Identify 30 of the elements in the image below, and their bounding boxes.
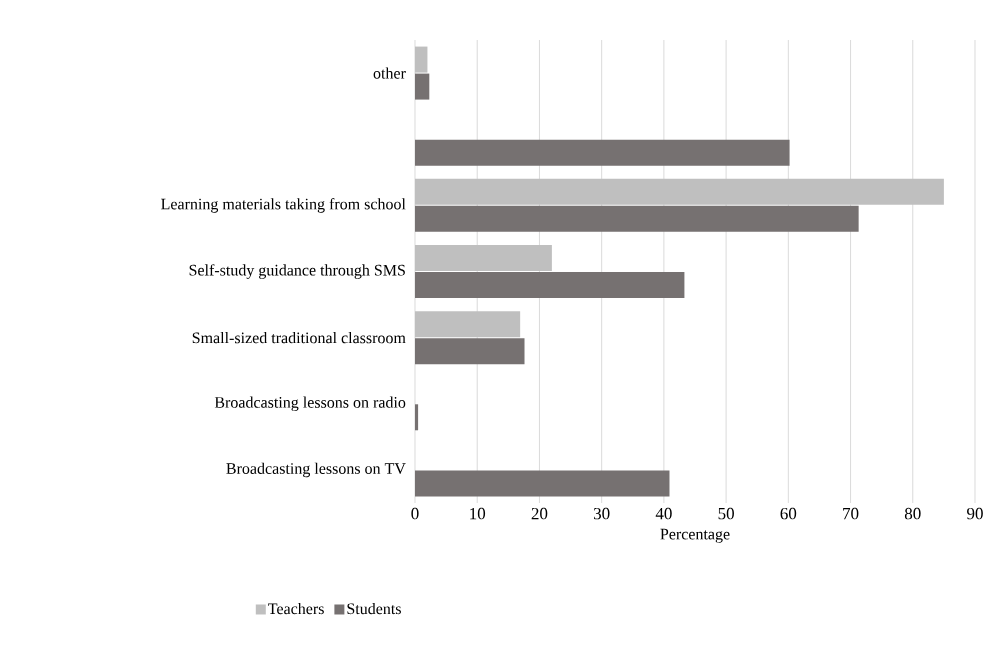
bar [415,311,521,338]
y-tick-label: Small-sized traditional classroom [192,332,406,344]
y-tick-label: Broadcasting lessons on TV [226,462,406,478]
y-tick-label: Broadcasting lessons on radio [214,396,406,412]
bar [415,470,670,497]
x-tick-label: 20 [531,507,548,520]
x-tick-label: 30 [593,507,610,520]
bar [415,139,790,166]
y-tick-label: other [373,67,406,79]
y-tick-label: Self-study guidance through SMS [189,264,405,279]
bar [415,73,430,100]
x-tick-label: 50 [718,507,734,520]
x-tick-label: 80 [904,507,921,520]
x-axis-title: Percentage [660,528,730,543]
x-tick-label: 60 [780,507,797,520]
y-tick-label: Learning materials taking from school [161,198,406,213]
x-tick-label: 70 [843,507,859,520]
bar [415,272,685,299]
bar [415,205,859,232]
x-tick-label: 40 [655,507,672,520]
bar [415,404,419,431]
bar [415,178,944,205]
legend-label: Students [347,602,401,615]
bar [415,338,525,365]
x-tick-label: 90 [967,507,983,520]
x-tick-label: 0 [411,507,419,520]
x-tick-label: 10 [470,507,486,520]
legend-label: Teachers [268,602,324,615]
bar [415,46,428,73]
bar [415,245,552,272]
